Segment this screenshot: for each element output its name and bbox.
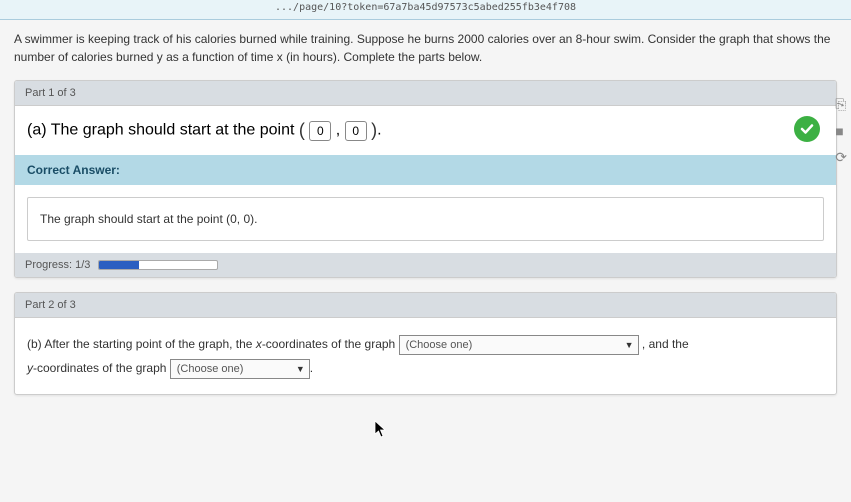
chevron-down-icon: ▼	[296, 360, 305, 378]
side-toolbar: ⎘ ■ ⟳	[835, 96, 847, 166]
progress-fill	[99, 261, 138, 269]
period: .	[377, 122, 381, 139]
part2-tail: , and the	[642, 337, 689, 351]
part2-line1-mid: -coordinates of the graph	[262, 337, 399, 351]
url-text: .../page/10?token=67a7ba45d97573c5abed25…	[275, 2, 576, 13]
progress-bar	[98, 260, 218, 270]
correct-answer-banner: Correct Answer:	[15, 155, 836, 185]
correct-check-icon	[794, 116, 820, 142]
part2-period: .	[310, 361, 313, 375]
progress-label: Progress: 1/3	[25, 259, 90, 271]
tool-icon[interactable]: ⟳	[835, 149, 847, 166]
answer-y-input[interactable]: 0	[345, 121, 367, 141]
correct-answer-text: The graph should start at the point (0, …	[27, 197, 824, 241]
problem-statement: A swimmer is keeping track of his calori…	[14, 30, 837, 66]
part1-header: Part 1 of 3	[15, 81, 836, 106]
tool-icon[interactable]: ⎘	[835, 96, 847, 113]
content-area: A swimmer is keeping track of his calori…	[0, 20, 851, 419]
y-coord-dropdown[interactable]: (Choose one) ▼	[170, 359, 310, 379]
part2-card: Part 2 of 3 (b) After the starting point…	[14, 292, 837, 395]
part1-prompt: (a) The graph should start at the point	[27, 122, 299, 139]
part2-body: (b) After the starting point of the grap…	[15, 318, 836, 394]
dropdown-placeholder-1: (Choose one)	[406, 334, 473, 356]
part1-card: Part 1 of 3 (a) The graph should start a…	[14, 80, 837, 278]
x-coord-dropdown[interactable]: (Choose one) ▼	[399, 335, 639, 355]
open-paren: (	[299, 120, 305, 140]
progress-row: Progress: 1/3	[15, 253, 836, 277]
answer-x-input[interactable]: 0	[309, 121, 331, 141]
url-bar: .../page/10?token=67a7ba45d97573c5abed25…	[0, 0, 851, 20]
comma: ,	[336, 122, 345, 139]
cursor-icon	[374, 420, 388, 438]
part2-line2-mid: -coordinates of the graph	[33, 361, 170, 375]
part2-header: Part 2 of 3	[15, 293, 836, 318]
chevron-down-icon: ▼	[625, 336, 634, 354]
tool-icon[interactable]: ■	[835, 123, 847, 139]
part2-line1-prefix: (b) After the starting point of the grap…	[27, 337, 256, 351]
part1-body: (a) The graph should start at the point …	[15, 106, 836, 155]
dropdown-placeholder-2: (Choose one)	[177, 358, 244, 380]
